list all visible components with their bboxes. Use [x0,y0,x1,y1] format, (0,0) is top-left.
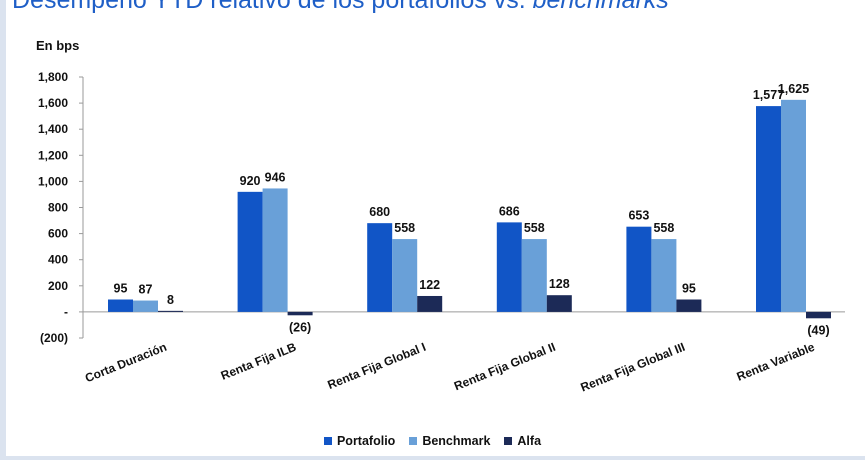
data-label: 87 [139,283,153,297]
legend-swatch [409,437,418,445]
category-label: Renta Variable [735,340,817,384]
legend-item-alfa: Alfa [504,434,541,448]
legend-swatch [504,437,513,445]
data-label: 122 [419,278,440,292]
bar-benchmark [521,239,547,312]
legend-item-portafolio: Portafolio [323,434,396,448]
bar-portafolio [496,222,522,312]
data-label: 558 [653,221,674,235]
data-label: 680 [369,205,390,219]
data-label: 1,577 [753,88,784,102]
legend-label: Alfa [517,434,542,448]
bar-alfa [158,310,183,312]
data-label: 95 [682,282,696,296]
y-tick-label: - [64,305,68,319]
y-tick-label: 1,200 [38,148,68,162]
y-unit-label: En bps [36,38,80,53]
bar-portafolio [108,299,133,312]
category-label: Corta Duración [83,340,169,385]
category-label: Renta Fija Global II [452,340,557,393]
data-label: 95 [114,282,128,296]
data-label: 8 [167,293,174,307]
data-label: (49) [807,323,829,337]
data-label: (26) [289,320,311,334]
legend-label: Portafolio [336,434,396,448]
chart-title-italic: benchmarks [532,0,669,14]
bar-alfa [806,311,831,319]
data-label: 686 [499,204,520,218]
bar-benchmark [651,239,677,312]
legend-swatch [323,437,332,445]
y-tick-label: 400 [48,253,68,267]
y-tick-label: 1,600 [38,96,68,110]
chart-title-main: Desempeño YTD relativo de los portafolio… [12,0,526,14]
y-tick-label: 200 [48,279,68,293]
bar-portafolio [756,106,781,312]
bar-portafolio [367,223,393,312]
data-label: 558 [524,221,545,235]
data-label: 920 [240,174,261,188]
y-tick-label: 600 [48,227,68,241]
bar-portafolio [237,191,263,312]
bar-alfa [546,295,572,312]
y-tick-label: 1,000 [38,174,68,188]
data-label: 128 [549,277,570,291]
bar-alfa [676,299,702,312]
category-label: Renta Fija ILB [219,340,299,383]
data-label: 946 [265,170,286,184]
category-label: Renta Fija Global III [579,340,687,395]
y-tick-label: 1,400 [38,122,68,136]
bar-benchmark [392,239,418,312]
chart-title: Desempeño YTD relativo de los portafolio… [12,0,669,15]
category-label: Renta Fija Global I [326,340,428,392]
data-label: 558 [394,221,415,235]
data-label: 1,625 [778,82,809,96]
y-tick-label: (200) [40,331,68,345]
y-tick-label: 1,800 [38,70,68,84]
bar-portafolio [626,226,652,312]
y-tick-label: 800 [48,201,68,215]
data-label: 653 [628,209,649,223]
legend-label: Benchmark [422,434,491,448]
bar-alfa [417,295,443,312]
bar-benchmark [133,300,158,312]
bar-benchmark [781,99,806,312]
bar-alfa [287,311,313,316]
bar-benchmark [262,188,288,312]
legend-item-benchmark: Benchmark [409,434,490,448]
legend: Portafolio Benchmark Alfa [0,434,865,448]
